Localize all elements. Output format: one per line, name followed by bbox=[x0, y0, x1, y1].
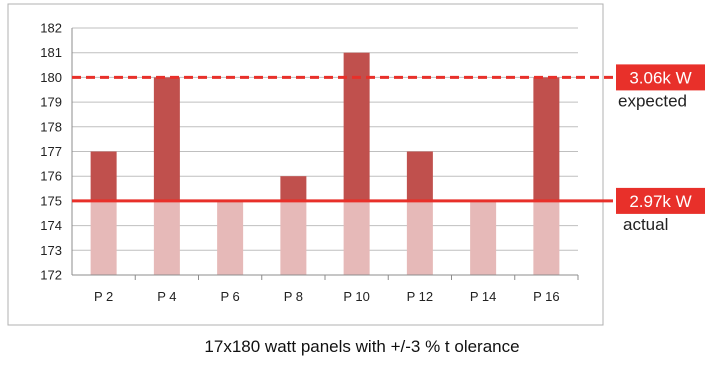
bar bbox=[533, 77, 560, 201]
y-tick-label: 173 bbox=[40, 243, 62, 258]
bar-base bbox=[90, 200, 117, 275]
y-tick-label: 177 bbox=[40, 144, 62, 159]
y-axis: 182 181 180 179 178 177 176 175 174 173 172 bbox=[40, 21, 73, 283]
y-tick-label: 176 bbox=[40, 169, 62, 184]
x-tick-label: P 16 bbox=[533, 289, 560, 304]
y-tick-label: 172 bbox=[40, 268, 62, 283]
reference-line-label: actual bbox=[623, 215, 668, 234]
value-badge-label: 3.06k W bbox=[629, 68, 691, 87]
x-tick-label: P 8 bbox=[284, 289, 303, 304]
y-tick-label: 175 bbox=[40, 193, 62, 208]
bar bbox=[280, 176, 307, 201]
bar bbox=[153, 77, 180, 201]
bar-base bbox=[153, 200, 180, 275]
bar bbox=[343, 52, 370, 201]
chart-caption: 17x180 watt panels with +/-3 % t oleranc… bbox=[204, 337, 520, 356]
bar-base bbox=[470, 200, 497, 275]
x-axis: P 2 P 4 P 6 P 8 P 10 P 12 P 14 P 16 bbox=[72, 274, 579, 304]
x-tick-label: P 4 bbox=[157, 289, 176, 304]
bar-base bbox=[406, 200, 433, 275]
y-tick-label: 181 bbox=[40, 45, 62, 60]
bar-base bbox=[217, 200, 244, 275]
bar-base bbox=[280, 200, 307, 275]
x-tick-label: P 6 bbox=[220, 289, 239, 304]
y-tick-label: 182 bbox=[40, 21, 62, 36]
y-tick-label: 174 bbox=[40, 218, 62, 233]
reference-lines: 3.06k W expected 2.97k W actual bbox=[72, 64, 705, 234]
x-tick-label: P 10 bbox=[343, 289, 370, 304]
y-tick-label: 178 bbox=[40, 119, 62, 134]
x-tick-label: P 14 bbox=[470, 289, 497, 304]
x-tick-label: P 2 bbox=[94, 289, 113, 304]
bar bbox=[406, 151, 433, 201]
reference-line-label: expected bbox=[618, 91, 687, 110]
bar-base bbox=[533, 200, 560, 275]
y-tick-label: 179 bbox=[40, 95, 62, 110]
y-tick-label: 180 bbox=[40, 70, 62, 85]
value-badge bbox=[616, 64, 705, 91]
bar-base bbox=[343, 200, 370, 275]
value-badge bbox=[616, 187, 705, 214]
value-badge-label: 2.97k W bbox=[629, 192, 691, 211]
x-tick-label: P 12 bbox=[407, 289, 434, 304]
bar bbox=[90, 151, 117, 201]
bars bbox=[90, 52, 560, 275]
